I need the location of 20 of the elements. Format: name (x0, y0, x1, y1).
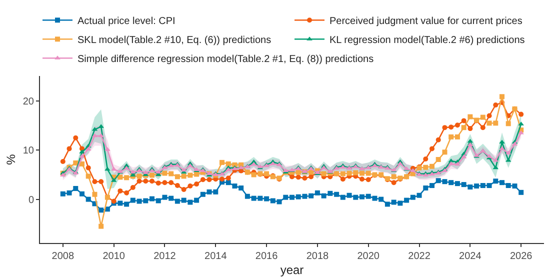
y-tick-label: 20 (22, 96, 34, 108)
x-tick-label: 2024 (459, 251, 482, 262)
legend-label: KL regression model(Table.2 #6) predictions (330, 35, 525, 46)
legend-label: Actual price level: CPI (78, 16, 176, 28)
y-axis-title: % (4, 154, 18, 165)
x-axis-title: year (280, 262, 304, 277)
x-tick-label: 2020 (357, 251, 380, 262)
x-tick-label: 2010 (102, 251, 126, 262)
x-tick-label: 2014 (204, 251, 228, 262)
x-tick-label: 2012 (154, 251, 176, 262)
legend-label: Simple difference regression model(Table.2 #1, Eq. (8)) predictions (78, 54, 374, 66)
x-tick-label: 2018 (306, 251, 330, 262)
y-tick-label: 0 (28, 194, 34, 206)
legend-label: Perceived judgment value for current prices (330, 16, 522, 28)
x-tick-label: 2016 (255, 251, 278, 262)
x-tick-label: 2008 (52, 251, 74, 262)
x-tick-label: 2026 (510, 251, 533, 262)
legend-label: SKL model(Table.2 #10, Eq. (6)) predictions (78, 35, 272, 46)
x-tick-label: 2022 (408, 251, 431, 262)
y-tick-label: 10 (22, 146, 34, 157)
